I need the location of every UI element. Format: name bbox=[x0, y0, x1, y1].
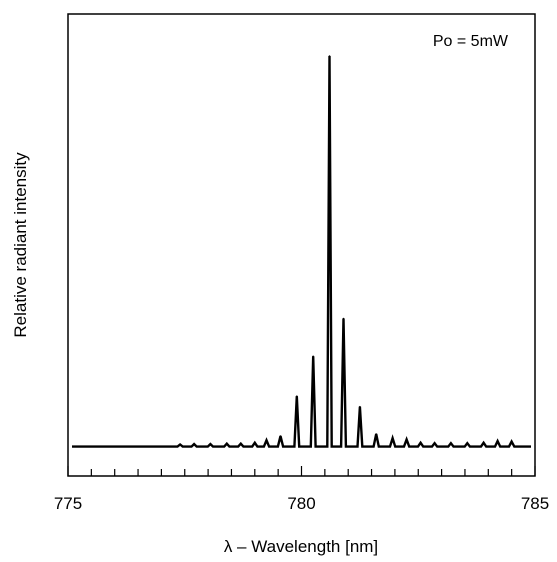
peak-point bbox=[496, 440, 499, 442]
peak-point bbox=[296, 395, 298, 398]
power-annotation: Po = 5mW bbox=[433, 33, 509, 50]
peak-point bbox=[405, 438, 408, 441]
peak-point bbox=[482, 442, 485, 444]
y-axis-title: Relative radiant intensity bbox=[11, 152, 30, 338]
peak-point bbox=[510, 440, 513, 443]
peak-point bbox=[328, 55, 331, 57]
peak-point bbox=[359, 405, 361, 408]
peak-point bbox=[209, 443, 212, 445]
peak-point bbox=[391, 437, 394, 440]
x-axis-tick-labels: 775 780 785 bbox=[54, 494, 549, 513]
peak-point bbox=[193, 443, 195, 445]
peak-point bbox=[375, 433, 378, 435]
peak-point bbox=[225, 442, 228, 445]
peak-point bbox=[254, 442, 256, 444]
peak-point bbox=[433, 442, 436, 445]
x-tick-label: 780 bbox=[287, 494, 315, 513]
peak-point bbox=[466, 442, 469, 445]
spectrum-line bbox=[72, 55, 531, 448]
peak-point bbox=[265, 439, 268, 442]
peak-point bbox=[419, 442, 422, 444]
peak-point bbox=[179, 443, 181, 446]
peak-point bbox=[450, 442, 452, 445]
x-axis-title: λ – Wavelength [nm] bbox=[224, 537, 378, 556]
series-layer bbox=[72, 55, 531, 448]
x-tick-label: 775 bbox=[54, 494, 82, 513]
x-tick-label: 785 bbox=[521, 494, 549, 513]
peak-point bbox=[312, 355, 314, 358]
peak-point bbox=[342, 317, 345, 320]
plot-frame bbox=[67, 13, 536, 477]
peak-point bbox=[279, 435, 282, 437]
peak-point bbox=[239, 442, 242, 445]
x-axis-ticks bbox=[67, 466, 536, 476]
